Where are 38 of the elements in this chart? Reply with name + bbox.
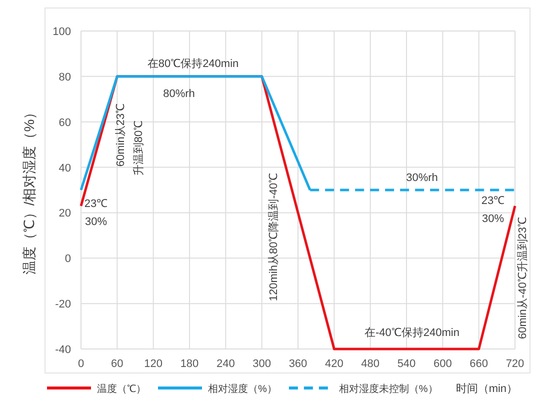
- x-tick-label: 480: [361, 358, 380, 370]
- y-tick-label: 100: [52, 26, 71, 38]
- x-tick-label: 60: [111, 358, 124, 370]
- annotation: 80%rh: [163, 88, 195, 100]
- annotation: 120mih从80℃降温到-40℃: [267, 172, 280, 302]
- legend-label: 温度（℃）: [97, 383, 146, 395]
- y-tick-label: 80: [58, 71, 71, 84]
- x-axis-title: 时间（min）: [456, 382, 518, 395]
- y-tick-label: 40: [58, 162, 71, 174]
- annotation: 在80℃保持240min: [147, 58, 239, 70]
- x-tick-label: 540: [397, 358, 416, 370]
- x-tick-label: 180: [180, 358, 199, 370]
- text: 60min从-40℃升温到23℃: [516, 216, 529, 340]
- x-tick-label: 600: [433, 358, 452, 370]
- x-tick-label: 720: [506, 358, 524, 370]
- x-tick-label: 0: [78, 358, 84, 370]
- y-tick-label: 20: [58, 208, 71, 220]
- x-tick-label: 360: [288, 358, 308, 370]
- annotation: 23℃: [481, 195, 505, 207]
- y-tick-label: -20: [55, 298, 71, 311]
- annotation: 在-40℃保持240min: [364, 327, 460, 339]
- x-tick-label: 120: [144, 358, 163, 370]
- annotation: 30%rh: [406, 172, 438, 184]
- annotation: 30%: [84, 216, 108, 228]
- y-axis-title: 温度（℃）/相对湿度（%）: [21, 105, 37, 275]
- annotation: 23℃: [84, 198, 108, 210]
- y-tick-label: 0: [64, 253, 71, 266]
- y-tick-label: 60: [58, 116, 71, 129]
- x-tick-label: 300: [252, 358, 272, 370]
- y-tick-label: -40: [55, 344, 71, 356]
- legend-label: 相对湿度（%）: [208, 383, 277, 395]
- annotation: 升温到80℃: [132, 120, 145, 176]
- x-tick-label: 660: [470, 358, 488, 370]
- legend-label: 相对湿度未控制（%）: [338, 383, 438, 395]
- x-tick-label: 420: [324, 358, 344, 370]
- annotation: 30%: [482, 213, 504, 225]
- annotation: 60min从23℃: [114, 103, 127, 167]
- x-tick-label: 240: [216, 358, 235, 370]
